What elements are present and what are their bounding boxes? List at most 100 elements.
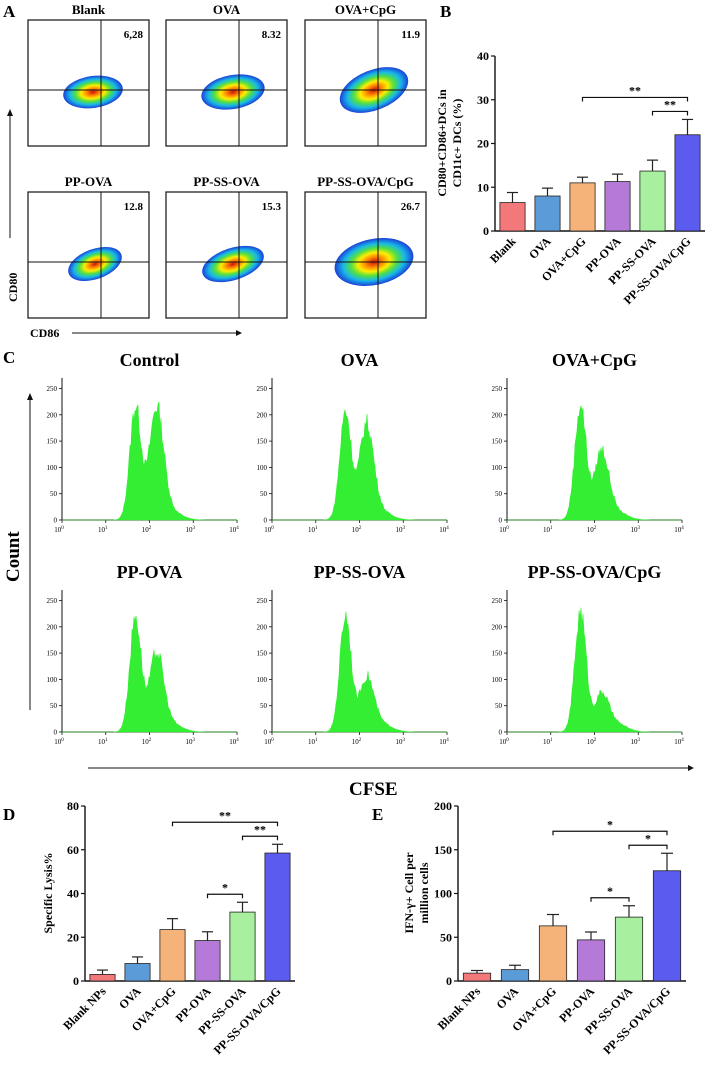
- bar-5: [639, 170, 666, 232]
- histogram-title: PP-SS-OVA: [314, 562, 406, 582]
- flow-plot-title: OVA+CpG: [335, 2, 396, 17]
- histogram-x-tick-label: 104: [439, 526, 449, 534]
- histogram-y-tick-label: 200: [257, 411, 268, 419]
- cfse-histogram-6: PP-SS-OVA/CpG 0 50 100 150 200 250 100 101 102 103…: [492, 562, 685, 746]
- y-tick-label: 40: [477, 49, 489, 63]
- histogram-x-tick-label: 103: [396, 738, 406, 746]
- quadrant-percentage: 8.32: [262, 29, 282, 41]
- histogram-x-tick-label: 102: [142, 526, 152, 534]
- panel-b-bar-chart: 0 10 20 30 40 CD80+CD86+DCs inCD11c+ DCs (%) B…: [435, 49, 705, 307]
- flow-plot-title: PP-SS-OVA: [193, 174, 260, 189]
- bar-4: [194, 940, 221, 982]
- histogram-y-tick-label: 150: [492, 438, 503, 446]
- histogram-x-tick-label: 100: [54, 738, 64, 746]
- histogram-y-tick-label: 150: [257, 650, 268, 658]
- histogram-title: OVA: [341, 350, 379, 370]
- significance-label: **: [254, 822, 266, 836]
- y-tick-label: 20: [67, 930, 79, 944]
- histogram-y-tick-label: 50: [495, 702, 503, 710]
- category-label: Blank NPs: [60, 984, 109, 1033]
- histogram-x-tick-label: 102: [587, 526, 597, 534]
- histogram-y-tick-label: 50: [260, 490, 268, 498]
- quadrant-percentage: 6,28: [124, 29, 144, 41]
- y-axis-label: CD80+CD86+DCs inCD11c+ DCs (%): [435, 89, 464, 197]
- y-axis-label-line: CD11c+ DCs (%): [450, 99, 464, 188]
- y-axis-label: IFN-γ+ Cell permillion cells: [402, 852, 431, 934]
- histogram-title: Control: [120, 350, 180, 370]
- histogram-x-tick-label: 104: [674, 526, 684, 534]
- histogram-fill: [507, 405, 682, 521]
- panel-c-cfse-histograms: Count CFSE Control 0 50 100 150 200 250 100 101 1…: [3, 350, 694, 800]
- significance-label: **: [629, 83, 641, 97]
- histogram-y-tick-label: 150: [257, 438, 268, 446]
- histogram-y-tick-label: 100: [257, 676, 268, 684]
- bar-1: [462, 972, 492, 982]
- panel-e-bar-chart: 0 50 100 150 200 IFN-γ+ Cell permillion cells…: [402, 799, 686, 1057]
- panel-c-y-axis-label: Count: [3, 531, 24, 582]
- y-tick-label: 60: [67, 843, 79, 857]
- cfse-histogram-2: OVA 0 50 100 150 200 250 100 101 102 103 104: [257, 350, 450, 534]
- histogram-x-tick-label: 102: [142, 738, 152, 746]
- panel-letter-e: E: [372, 805, 383, 824]
- flow-plot-title: Blank: [72, 2, 106, 17]
- histogram-x-tick-label: 101: [308, 526, 318, 534]
- histogram-fill: [62, 615, 237, 733]
- cfse-histogram-4: PP-OVA 0 50 100 150 200 250 100 101 102 103 104: [47, 562, 240, 746]
- significance-bracket: [171, 821, 279, 827]
- flow-density-blob: [202, 245, 264, 283]
- y-tick-label: 40: [67, 887, 79, 901]
- flow-plot-title: PP-OVA: [65, 174, 113, 189]
- histogram-x-tick-label: 102: [352, 738, 362, 746]
- histogram-fill: [272, 611, 447, 733]
- significance-label: **: [664, 97, 676, 111]
- flow-density-blob: [201, 74, 265, 110]
- y-tick-label: 30: [477, 93, 489, 107]
- histogram-x-tick-label: 101: [543, 738, 553, 746]
- significance-label: *: [222, 880, 228, 894]
- histogram-x-tick-label: 103: [186, 738, 196, 746]
- bar-5: [229, 911, 256, 982]
- panel-c-y-axis-arrowhead: [27, 393, 33, 400]
- bar-1: [499, 202, 526, 232]
- histogram-y-tick-label: 250: [257, 597, 268, 605]
- histogram-y-tick-label: 100: [47, 676, 58, 684]
- quadrant-percentage: 15.3: [262, 201, 282, 213]
- cfse-histogram-3: OVA+CpG 0 50 100 150 200 250 100 101 102 103 104: [492, 350, 685, 534]
- y-axis-label-line: CD80+CD86+DCs in: [435, 89, 449, 197]
- bar-4: [576, 939, 606, 982]
- histogram-x-tick-label: 104: [229, 526, 239, 534]
- histogram-y-tick-label: 0: [264, 517, 268, 525]
- bar-2: [500, 969, 530, 982]
- histogram-x-tick-label: 102: [587, 738, 597, 746]
- histogram-y-tick-label: 150: [47, 650, 58, 658]
- histogram-x-tick-label: 103: [631, 526, 641, 534]
- histogram-x-tick-label: 100: [499, 738, 509, 746]
- histogram-x-tick-label: 101: [98, 526, 108, 534]
- cfse-histogram-5: PP-SS-OVA 0 50 100 150 200 250 100 101 102 103 104: [257, 562, 450, 746]
- y-tick-label: 150: [434, 843, 452, 857]
- y-tick-label: 20: [477, 137, 489, 151]
- histogram-y-tick-label: 150: [47, 438, 58, 446]
- significance-label: **: [219, 808, 231, 822]
- y-tick-label: 200: [434, 799, 452, 813]
- y-tick-label: 50: [440, 930, 452, 944]
- bar-4: [604, 181, 631, 232]
- bar-1: [89, 974, 116, 982]
- category-label: Blank: [487, 234, 519, 266]
- significance-bracket: [628, 844, 668, 850]
- histogram-x-tick-label: 100: [499, 526, 509, 534]
- histogram-y-tick-label: 0: [499, 517, 503, 525]
- histogram-x-tick-label: 104: [229, 738, 239, 746]
- significance-label: *: [607, 884, 613, 898]
- histogram-y-tick-label: 50: [495, 490, 503, 498]
- histogram-y-tick-label: 200: [492, 411, 503, 419]
- histogram-y-tick-label: 250: [492, 385, 503, 393]
- histogram-y-tick-label: 250: [47, 597, 58, 605]
- panel-letter-a: A: [3, 2, 16, 21]
- histogram-y-tick-label: 150: [492, 650, 503, 658]
- panel-c-x-axis-label: CFSE: [349, 779, 398, 800]
- histogram-y-tick-label: 250: [257, 385, 268, 393]
- bar-3: [569, 182, 596, 232]
- bar-6: [264, 852, 291, 982]
